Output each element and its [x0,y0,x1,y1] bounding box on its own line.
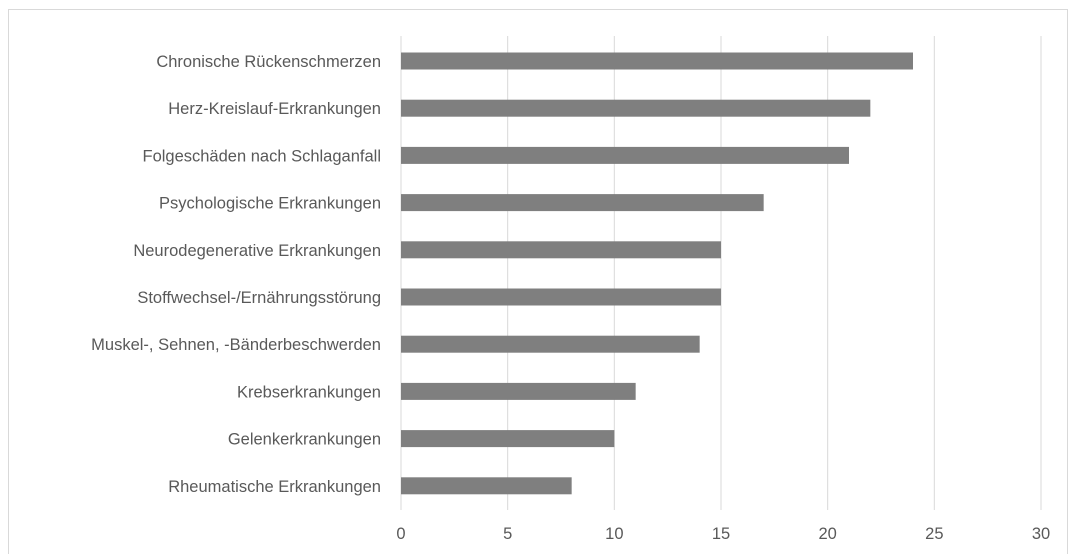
category-label: Rheumatische Erkrankungen [168,478,381,496]
category-label: Stoffwechsel-/Ernährungsstörung [137,289,381,307]
bar [401,52,913,70]
category-labels: Chronische Rückenschmerzen Herz-Kreislauf… [91,53,381,496]
bar-chart: Chronische Rückenschmerzen Herz-Kreislauf… [91,36,1050,543]
category-label: Muskel-, Sehnen, -Bänderbeschwerden [91,336,381,354]
bar [401,194,764,212]
x-tick-label: 25 [925,525,943,543]
bar [401,288,721,306]
x-tick-label: 5 [503,525,512,543]
bar [401,382,636,400]
x-tick-label: 20 [818,525,836,543]
x-tick-label: 10 [605,525,623,543]
bar [401,99,871,117]
chart-frame: Chronische Rückenschmerzen Herz-Kreislauf… [8,9,1068,554]
x-tick-label: 30 [1032,525,1050,543]
category-label: Psychologische Erkrankungen [159,195,381,213]
bar [401,430,615,448]
bar [401,335,700,353]
category-label: Herz-Kreislauf-Erkrankungen [168,100,381,118]
category-label: Gelenkerkrankungen [228,431,381,449]
category-label: Folgeschäden nach Schlaganfall [142,147,381,165]
category-label: Neurodegenerative Erkrankungen [133,242,381,260]
x-tick-label: 0 [396,525,405,543]
bars [401,52,913,495]
x-tick-labels: 0 5 10 15 20 25 30 [396,525,1050,543]
bar [401,146,849,164]
x-tick-label: 15 [712,525,730,543]
bar [401,241,721,259]
category-label: Krebserkrankungen [237,383,381,401]
bar [401,477,572,495]
category-label: Chronische Rückenschmerzen [156,53,381,71]
